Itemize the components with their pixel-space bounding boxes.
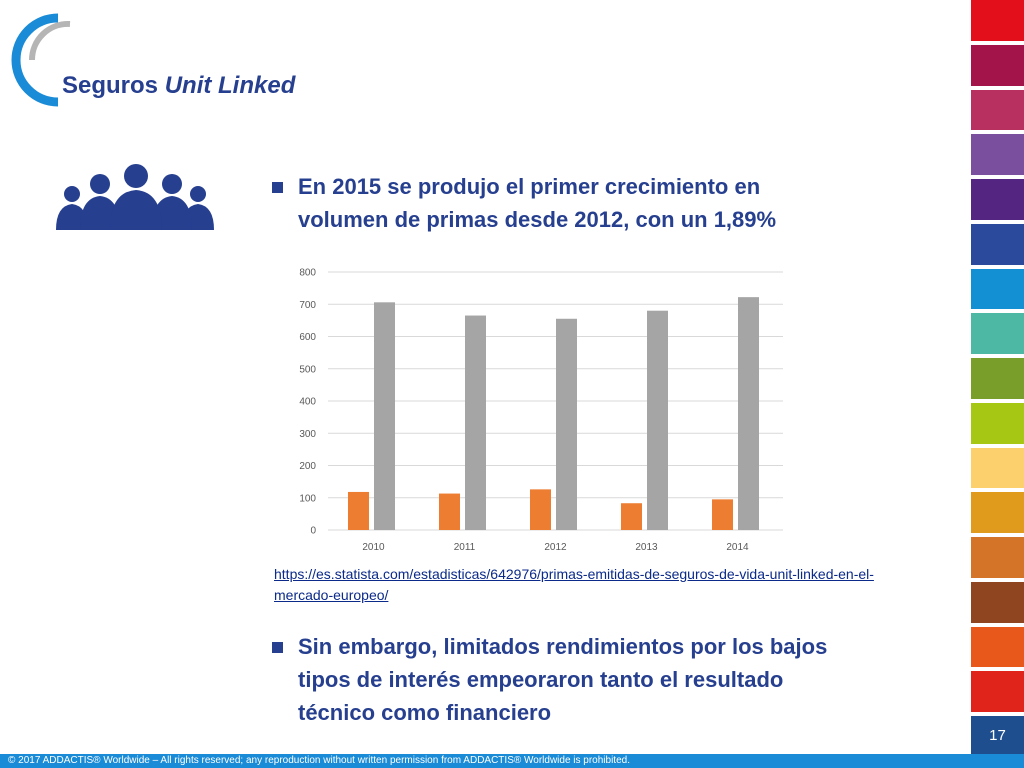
bar-series-2: [556, 318, 577, 530]
x-tick-label: 2013: [635, 542, 658, 553]
bullet-line: tipos de interés empeoraron tanto el res…: [298, 667, 784, 692]
color-stripe: [971, 402, 1024, 444]
bar-series-2: [738, 297, 759, 530]
bar-series-1: [439, 493, 460, 530]
color-stripe: [971, 223, 1024, 265]
bullet-line: técnico como financiero: [298, 700, 552, 725]
copyright-footer: © 2017 ADDACTIS® Worldwide – All rights …: [0, 754, 1024, 768]
y-tick-label: 200: [299, 461, 316, 472]
bullet-line: volumen de primas desde 2012, con un 1,8…: [298, 207, 777, 232]
color-stripe: [971, 0, 1024, 41]
bar-series-2: [647, 310, 668, 530]
x-tick-label: 2014: [726, 542, 749, 553]
y-tick-label: 700: [299, 300, 316, 311]
color-stripe: [971, 447, 1024, 489]
bar-series-2: [465, 315, 486, 530]
y-tick-label: 400: [299, 397, 316, 408]
people-group-icon: [56, 164, 214, 230]
color-stripes: [971, 0, 1024, 716]
bar-series-2: [374, 302, 395, 530]
bullet-marker: [272, 642, 283, 653]
title-italic: Unit Linked: [164, 72, 296, 99]
y-tick-label: 600: [299, 332, 316, 343]
slide-title: Seguros Unit Linked: [62, 72, 295, 100]
bullet-text: En 2015 se produjo el primer crecimiento…: [298, 170, 776, 236]
page-number: 17: [971, 716, 1024, 754]
y-tick-label: 100: [299, 493, 316, 504]
y-tick-label: 0: [310, 526, 316, 537]
color-stripe: [971, 492, 1024, 533]
bullet-line: En 2015 se produjo el primer crecimiento…: [298, 174, 761, 199]
color-stripe: [971, 134, 1024, 175]
x-tick-label: 2012: [544, 542, 567, 553]
color-stripe: [971, 626, 1024, 668]
bullet-text: Sin embargo, limitados rendimientos por …: [298, 630, 827, 729]
y-tick-label: 300: [299, 429, 316, 440]
color-stripe: [971, 358, 1024, 399]
x-tick-label: 2010: [362, 542, 385, 553]
bullet-line: Sin embargo, limitados rendimientos por …: [298, 634, 828, 659]
y-tick-label: 800: [299, 268, 316, 279]
bullet-returns: Sin embargo, limitados rendimientos por …: [272, 630, 912, 730]
bar-series-1: [712, 499, 733, 530]
bar-series-1: [348, 491, 369, 530]
source-link[interactable]: https://es.statista.com/estadisticas/642…: [274, 566, 874, 603]
color-stripe: [971, 581, 1024, 623]
color-stripe: [971, 313, 1024, 354]
bullet-growth: En 2015 se produjo el primer crecimiento…: [272, 170, 892, 240]
bar-series-1: [621, 503, 642, 530]
color-stripe: [971, 44, 1024, 86]
color-stripe: [971, 671, 1024, 712]
bullet-marker: [272, 182, 283, 193]
color-stripe: [971, 89, 1024, 131]
addactis-logo-icon: [11, 13, 71, 107]
bar-series-1: [530, 489, 551, 530]
y-tick-label: 500: [299, 364, 316, 375]
color-stripe: [971, 268, 1024, 310]
color-stripe: [971, 537, 1024, 578]
x-tick-label: 2011: [454, 542, 476, 553]
color-stripe: [971, 179, 1024, 220]
title-main: Seguros: [62, 72, 165, 99]
premiums-bar-chart: 0 100 200 300 400 500 600 700 800 2010 2011 2012 201…: [299, 268, 783, 553]
